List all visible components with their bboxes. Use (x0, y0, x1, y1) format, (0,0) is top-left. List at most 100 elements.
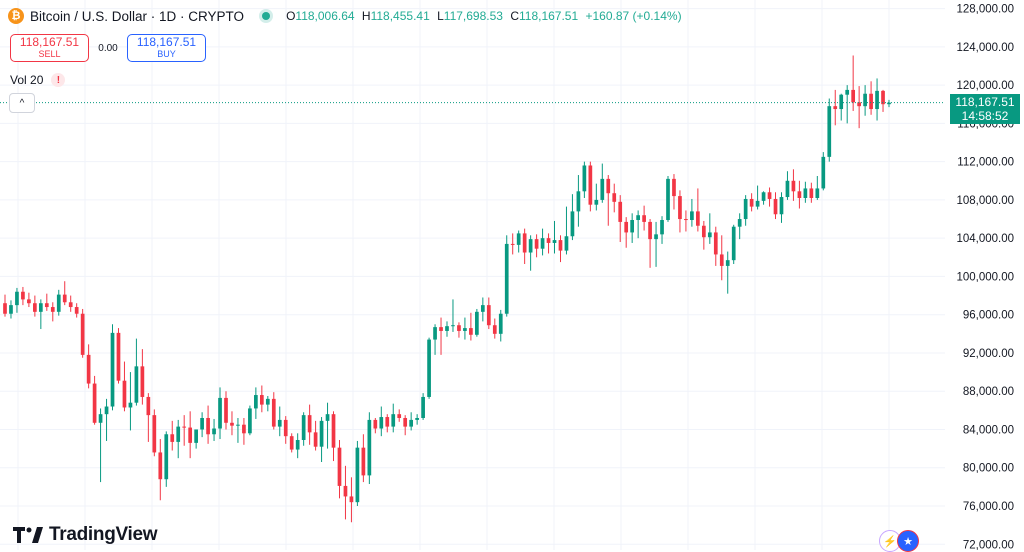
candle[interactable] (833, 89, 838, 126)
candle[interactable] (516, 230, 521, 253)
candle[interactable] (731, 224, 736, 264)
candle[interactable] (80, 308, 85, 358)
volume-indicator[interactable]: Vol 20 ! (10, 73, 66, 87)
candle[interactable] (391, 403, 396, 433)
candle[interactable] (475, 308, 479, 337)
candle[interactable] (809, 182, 814, 203)
candle[interactable] (552, 220, 557, 254)
candle[interactable] (648, 219, 652, 268)
candle[interactable] (690, 198, 694, 227)
candle[interactable] (480, 297, 485, 322)
candle[interactable] (325, 402, 330, 449)
lightning-icon[interactable]: ⚡ (879, 530, 901, 552)
candle[interactable] (612, 183, 617, 213)
candle[interactable] (200, 412, 204, 438)
candle[interactable] (845, 85, 850, 124)
candle[interactable] (522, 228, 527, 264)
candle[interactable] (56, 289, 61, 316)
candle[interactable] (534, 234, 539, 258)
candle[interactable] (606, 175, 611, 226)
candle[interactable] (815, 176, 820, 200)
candle[interactable] (134, 338, 139, 406)
candle[interactable] (755, 185, 760, 210)
candle[interactable] (654, 221, 658, 267)
candle[interactable] (457, 322, 461, 338)
candle[interactable] (74, 303, 79, 318)
tradingview-logo[interactable]: TradingView (13, 524, 158, 546)
candle[interactable] (540, 228, 545, 256)
candle[interactable] (379, 406, 384, 437)
candle[interactable] (313, 420, 318, 451)
candle[interactable] (570, 194, 575, 241)
candle[interactable] (271, 392, 276, 430)
candle[interactable] (236, 418, 240, 443)
candle[interactable] (725, 251, 730, 294)
candle[interactable] (564, 206, 569, 255)
candle[interactable] (433, 324, 437, 355)
candle[interactable] (869, 81, 873, 115)
candle[interactable] (397, 409, 402, 422)
candle[interactable] (427, 337, 431, 399)
candle[interactable] (761, 191, 766, 205)
candle[interactable] (672, 174, 676, 210)
candle[interactable] (343, 465, 348, 520)
candle[interactable] (767, 187, 772, 207)
us-flag-icon[interactable]: ★ (897, 530, 919, 552)
warning-icon[interactable]: ! (51, 73, 66, 87)
candle[interactable] (98, 408, 103, 483)
candle[interactable] (576, 175, 581, 227)
candle[interactable] (15, 287, 19, 313)
candle[interactable] (504, 235, 509, 317)
candle[interactable] (188, 411, 193, 459)
candle[interactable] (38, 299, 43, 330)
candle[interactable] (707, 213, 712, 244)
candle[interactable] (319, 417, 324, 462)
candle[interactable] (451, 299, 455, 332)
candle[interactable] (403, 415, 408, 436)
candle[interactable] (743, 195, 748, 226)
candle[interactable] (355, 440, 360, 506)
candle[interactable] (122, 361, 127, 412)
symbol-title[interactable]: Bitcoin / U.S. Dollar · 1D · CRYPTO (30, 8, 245, 24)
candle[interactable] (469, 312, 473, 341)
candle[interactable] (486, 297, 491, 330)
candle[interactable] (104, 398, 109, 441)
candle[interactable] (373, 418, 378, 434)
candle[interactable] (660, 216, 664, 244)
candle[interactable] (176, 419, 181, 459)
candle[interactable] (92, 375, 97, 425)
candle[interactable] (719, 235, 724, 281)
candle[interactable] (875, 78, 879, 121)
candle[interactable] (110, 324, 115, 411)
candle[interactable] (361, 434, 366, 483)
candle[interactable] (224, 391, 228, 430)
candle[interactable] (164, 431, 169, 487)
candle[interactable] (194, 429, 198, 449)
candle[interactable] (827, 98, 832, 162)
candle[interactable] (737, 213, 742, 240)
candle[interactable] (630, 213, 635, 243)
candle[interactable] (863, 85, 867, 116)
candle[interactable] (558, 235, 563, 263)
candle[interactable] (409, 412, 414, 431)
candle[interactable] (421, 393, 425, 420)
candle[interactable] (349, 477, 354, 523)
candle[interactable] (678, 190, 682, 233)
candle[interactable] (218, 387, 222, 440)
candle[interactable] (170, 420, 175, 451)
candle[interactable] (791, 169, 796, 201)
candle[interactable] (463, 317, 467, 340)
market-open-status-icon[interactable] (262, 12, 271, 20)
candle[interactable] (851, 55, 856, 111)
candle[interactable] (857, 86, 861, 129)
candle[interactable] (68, 295, 73, 312)
candle[interactable] (510, 233, 515, 255)
candle[interactable] (642, 205, 646, 231)
candle[interactable] (242, 418, 246, 445)
candle[interactable] (182, 415, 187, 446)
candle[interactable] (62, 281, 67, 306)
candle[interactable] (44, 293, 49, 311)
candle[interactable] (50, 302, 55, 322)
candle[interactable] (881, 89, 885, 112)
